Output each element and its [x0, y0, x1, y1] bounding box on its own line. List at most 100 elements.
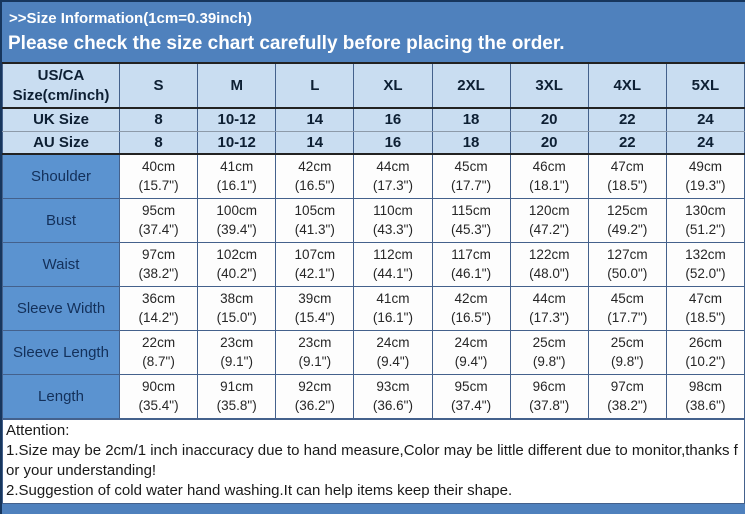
- cm-value: 38cm: [220, 291, 254, 306]
- size-value-cell: 8: [118, 130, 199, 155]
- size-col-header-xl: XL: [353, 62, 433, 109]
- cm-value: 49cm: [688, 159, 722, 175]
- size-value-cell: 20: [509, 130, 589, 155]
- size-row-uk-size: UK Size 8 10-12 14 16 18 20 22 24: [2, 107, 745, 132]
- cm-value: 47cm: [610, 159, 644, 175]
- size-system-header: US/CA Size(cm/inch): [2, 62, 120, 109]
- inch-value: (38.2"): [138, 266, 179, 281]
- size-information-page: >>Size Information(1cm=0.39inch) Please …: [2, 2, 745, 504]
- measurement-cell: 24cm (9.4"): [431, 329, 511, 375]
- size-value-cell: 10-12: [197, 130, 277, 155]
- size-value-cell: 22: [587, 130, 667, 155]
- measurement-cell: 98cm (38.6"): [665, 373, 745, 419]
- size-information-title: >>Size Information(1cm=0.39inch): [9, 10, 252, 27]
- cm-value: 24cm: [376, 335, 410, 350]
- inch-value: (43.3"): [372, 222, 413, 237]
- inch-value: (17.3"): [529, 310, 570, 325]
- measure-row-waist: Waist 97cm (38.2") 102cm (40.2") 107cm (42.1")…: [2, 241, 745, 287]
- cm-value: 107cm: [294, 247, 336, 262]
- inch-value: (15.7"): [138, 178, 179, 194]
- measurement-cell: 22cm (8.7"): [118, 329, 199, 375]
- inch-value: (37.4"): [451, 398, 492, 413]
- measurement-cell: 24cm (9.4"): [353, 329, 433, 375]
- inch-value: (49.2"): [607, 222, 648, 237]
- measurement-cell: 47cm (18.5"): [665, 285, 745, 331]
- measurement-cell: 96cm (37.8"): [509, 373, 589, 419]
- size-col-header-s: S: [118, 62, 199, 109]
- cm-value: 26cm: [688, 335, 722, 350]
- size-value-cell: 24: [665, 130, 745, 155]
- inch-value: (50.0"): [607, 266, 648, 281]
- measurement-label-bust: Bust: [2, 197, 120, 243]
- size-col-header-l: L: [275, 62, 355, 109]
- inch-value: (18.5"): [607, 178, 648, 194]
- inch-value: (16.1"): [372, 310, 413, 325]
- measurement-label-length: Length: [2, 373, 120, 419]
- measurement-cell: 23cm (9.1"): [275, 329, 355, 375]
- inch-value: (17.3"): [372, 178, 413, 194]
- measurement-cell: 93cm (36.6"): [353, 373, 433, 419]
- attention-section: Attention: 1.Size may be 2cm/1 inch inac…: [2, 418, 745, 504]
- measurement-cell: 97cm (38.2"): [587, 373, 667, 419]
- cm-value: 91cm: [220, 379, 254, 394]
- measurement-cell: 90cm (35.4"): [118, 373, 199, 419]
- measurement-cell: 40cm (15.7"): [118, 153, 199, 199]
- cm-value: 42cm: [298, 159, 332, 175]
- inch-value: (16.1"): [216, 178, 257, 194]
- cm-value: 125cm: [607, 203, 648, 218]
- cm-value: 98cm: [688, 379, 722, 394]
- measurement-label-shoulder: Shoulder: [2, 153, 120, 199]
- measurement-cell: 39cm (15.4"): [275, 285, 355, 331]
- measurement-cell: 26cm (10.2"): [665, 329, 745, 375]
- cm-value: 122cm: [528, 247, 570, 262]
- measurement-cell: 36cm (14.2"): [118, 285, 199, 331]
- inch-value: (9.4"): [376, 354, 410, 369]
- inch-value: (8.7"): [142, 354, 175, 369]
- measurement-cell: 92cm (36.2"): [275, 373, 355, 419]
- inch-value: (35.8"): [216, 398, 257, 413]
- inch-value: (45.3"): [451, 222, 492, 237]
- measure-row-sleeve-width: Sleeve Width 36cm (14.2") 38cm (15.0") 39cm (1…: [2, 285, 745, 331]
- cm-value: 42cm: [454, 291, 488, 306]
- measurement-cell: 107cm (42.1"): [275, 241, 355, 287]
- measurement-cell: 41cm (16.1"): [197, 153, 277, 199]
- size-value-cell: 16: [353, 130, 433, 155]
- cm-value: 23cm: [298, 335, 332, 350]
- measurement-cell: 105cm (41.3"): [275, 197, 355, 243]
- measure-row-sleeve-length: Sleeve Length 22cm (8.7") 23cm (9.1") 23cm (9.…: [2, 329, 745, 375]
- cm-value: 41cm: [376, 291, 410, 306]
- measurement-cell: 47cm (18.5"): [587, 153, 667, 199]
- size-value-cell: 24: [665, 107, 745, 132]
- row-label-uk-size: UK Size: [2, 107, 120, 132]
- measurement-cell: 23cm (9.1"): [197, 329, 277, 375]
- cm-value: 41cm: [220, 159, 254, 175]
- cm-value: 45cm: [610, 291, 644, 306]
- inch-value: (17.7"): [451, 178, 492, 194]
- inch-value: (41.3"): [294, 222, 335, 237]
- measurement-cell: 46cm (18.1"): [509, 153, 589, 199]
- inch-value: (39.4"): [216, 222, 257, 237]
- inch-value: (9.1"): [220, 354, 253, 369]
- inch-value: (35.4"): [138, 398, 179, 413]
- measurement-label-sleeve-width: Sleeve Width: [2, 285, 120, 331]
- measurement-cell: 122cm (48.0"): [509, 241, 589, 287]
- cm-value: 96cm: [532, 379, 566, 394]
- size-header-row: US/CA Size(cm/inch) S M L XL 2XL 3XL 4XL 5XL: [2, 62, 745, 109]
- row-label-au-size: AU Size: [2, 130, 120, 155]
- size-chart-table: US/CA Size(cm/inch) S M L XL 2XL 3XL 4XL 5XL UK …: [2, 62, 745, 419]
- cm-value: 102cm: [216, 247, 257, 262]
- cm-value: 132cm: [685, 247, 726, 262]
- cm-value: 90cm: [142, 379, 176, 394]
- inch-value: (51.2"): [685, 222, 726, 237]
- inch-value: (15.4"): [294, 310, 335, 325]
- inch-value: (52.0"): [685, 266, 726, 281]
- measurement-cell: 25cm (9.8"): [509, 329, 589, 375]
- cm-value: 47cm: [688, 291, 722, 306]
- measure-row-shoulder: Shoulder 40cm (15.7") 41cm (16.1") 42cm (16.5"…: [2, 153, 745, 199]
- measurement-cell: 45cm (17.7"): [587, 285, 667, 331]
- cm-value: 36cm: [142, 291, 176, 306]
- measurement-cell: 130cm (51.2"): [665, 197, 745, 243]
- measurement-cell: 44cm (17.3"): [509, 285, 589, 331]
- measurement-cell: 95cm (37.4"): [118, 197, 199, 243]
- measurement-cell: 102cm (40.2"): [197, 241, 277, 287]
